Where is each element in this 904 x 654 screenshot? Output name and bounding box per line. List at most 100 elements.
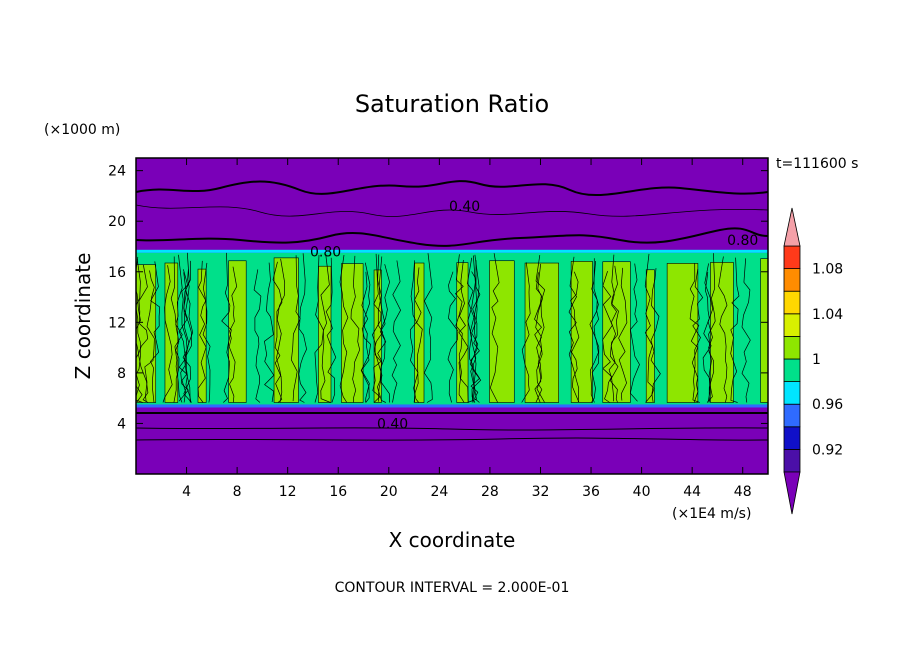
x-tick-label: 4 bbox=[182, 484, 191, 500]
turbulence-contour bbox=[350, 255, 361, 403]
contour-label: 0.80 bbox=[310, 245, 341, 261]
colorbar-label: 0.92 bbox=[812, 442, 843, 458]
contour-line-upper-thin bbox=[136, 204, 768, 217]
turbulence-contour bbox=[591, 260, 600, 403]
turbulence-contour bbox=[372, 253, 382, 403]
turbulence-contour bbox=[467, 271, 477, 403]
turbulence-contour bbox=[741, 258, 751, 403]
supersaturated-column bbox=[228, 260, 247, 403]
turbulence-contour bbox=[702, 272, 713, 403]
supersaturated-column bbox=[570, 261, 593, 403]
turbulence-contour bbox=[144, 270, 155, 402]
chart-title: Saturation Ratio bbox=[355, 90, 549, 118]
contour-label: 0.80 bbox=[727, 233, 758, 249]
colorbar-label: 1.08 bbox=[812, 262, 843, 278]
colorbar-label: 0.96 bbox=[812, 397, 843, 413]
contour-labels: 0.40 0.80 0.80 0.40 bbox=[310, 199, 758, 432]
turbulence-contour bbox=[325, 257, 337, 403]
y-axis-title: Z coordinate bbox=[71, 253, 95, 380]
turbulence-contour bbox=[253, 269, 262, 403]
turbulence-contour bbox=[178, 269, 188, 403]
turbulence-contour bbox=[470, 260, 482, 403]
supersaturated-column bbox=[666, 263, 699, 403]
turbulence-contour bbox=[380, 264, 390, 403]
turbulence-contour bbox=[314, 254, 324, 403]
turbulence-contour bbox=[423, 253, 433, 403]
supersaturated-column bbox=[524, 262, 559, 403]
turbulence-contour bbox=[221, 252, 232, 403]
turbulence-contour bbox=[568, 256, 580, 403]
y-tick-label: 8 bbox=[117, 366, 126, 382]
supersaturated-column bbox=[341, 263, 364, 403]
turbulence-contour bbox=[339, 255, 349, 403]
supersaturated-column bbox=[489, 260, 515, 403]
colorbar-segment bbox=[783, 290, 801, 315]
contour-line-080 bbox=[136, 227, 768, 247]
colorbar-segment bbox=[783, 448, 801, 473]
turbulence-contour bbox=[534, 272, 542, 403]
y-tick-label: 4 bbox=[117, 416, 126, 432]
turbulence-contour bbox=[320, 254, 331, 403]
turbulence-contour bbox=[197, 260, 207, 403]
turbulence-contour bbox=[718, 256, 728, 403]
turbulence-contour bbox=[570, 271, 580, 403]
colorbar-segment bbox=[783, 426, 801, 450]
colorbar-segment bbox=[783, 403, 801, 428]
colorbar-over-arrow bbox=[783, 207, 801, 247]
colorbar-segment bbox=[783, 358, 801, 383]
cloud-top-fringe bbox=[136, 249, 768, 253]
x-tick-label: 12 bbox=[279, 484, 297, 500]
turbulence-contour bbox=[489, 253, 500, 403]
supersaturated-column bbox=[456, 262, 469, 403]
cloud-base-fringe bbox=[136, 404, 768, 408]
x-axis-ticks: 4 8 12 16 20 24 28 32 36 40 44 48 bbox=[182, 158, 752, 500]
turbulence-contour bbox=[535, 255, 546, 403]
turbulence-contour bbox=[202, 262, 211, 403]
plot-frame bbox=[135, 157, 769, 475]
turbulence-contour bbox=[471, 255, 479, 403]
turbulence-contour bbox=[264, 262, 275, 403]
turbulence-contour bbox=[602, 270, 613, 403]
y-tick-label: 20 bbox=[108, 214, 126, 230]
y-tick-label: 16 bbox=[108, 265, 126, 281]
turbulence-contour bbox=[182, 252, 192, 403]
colorbar-segment bbox=[783, 313, 801, 337]
turbulence-contour bbox=[150, 261, 161, 403]
colorbar-under-arrow bbox=[783, 471, 801, 515]
contour-line-upper bbox=[136, 180, 768, 197]
colorbar: 0.92 0.96 1 1.04 1.08 bbox=[783, 207, 843, 515]
turbulence-contour bbox=[629, 263, 640, 402]
x-tick-label: 44 bbox=[683, 484, 701, 500]
turbulence-contour bbox=[521, 262, 531, 403]
x-unit-label: (×1E4 m/s) bbox=[672, 506, 751, 522]
turbulence-contour bbox=[704, 263, 714, 403]
turbulence-contour bbox=[650, 268, 661, 402]
turbulence-contour bbox=[589, 258, 599, 403]
supersaturated-column bbox=[710, 262, 734, 403]
supersaturated-column bbox=[136, 264, 157, 403]
turbulence-contour bbox=[409, 260, 419, 403]
supersaturated-column bbox=[318, 265, 332, 403]
contour-line-lower-2 bbox=[136, 427, 768, 431]
colorbar-segment bbox=[783, 268, 801, 292]
contour-label: 0.40 bbox=[377, 416, 408, 432]
turbulence-contour bbox=[136, 256, 143, 403]
x-tick-label: 8 bbox=[233, 484, 242, 500]
colorbar-segment bbox=[783, 245, 801, 270]
x-axis-title: X coordinate bbox=[389, 528, 516, 552]
turbulence-contour bbox=[730, 257, 740, 403]
turbulence-contour bbox=[272, 261, 283, 403]
colorbar-segment bbox=[783, 381, 801, 405]
turbulence-contour bbox=[291, 255, 301, 402]
x-tick-label: 40 bbox=[633, 484, 651, 500]
colorbar-label: 1.04 bbox=[812, 307, 843, 323]
turbulence-contour bbox=[361, 262, 371, 403]
colorbar-segment bbox=[783, 335, 801, 360]
turbulence-contour bbox=[360, 271, 371, 403]
turbulence-contour bbox=[178, 272, 189, 402]
turbulence-contour bbox=[609, 265, 619, 403]
contour-line-lower-3 bbox=[136, 437, 768, 441]
turbulence-contour bbox=[447, 271, 459, 403]
contour-label: 0.40 bbox=[449, 199, 480, 215]
